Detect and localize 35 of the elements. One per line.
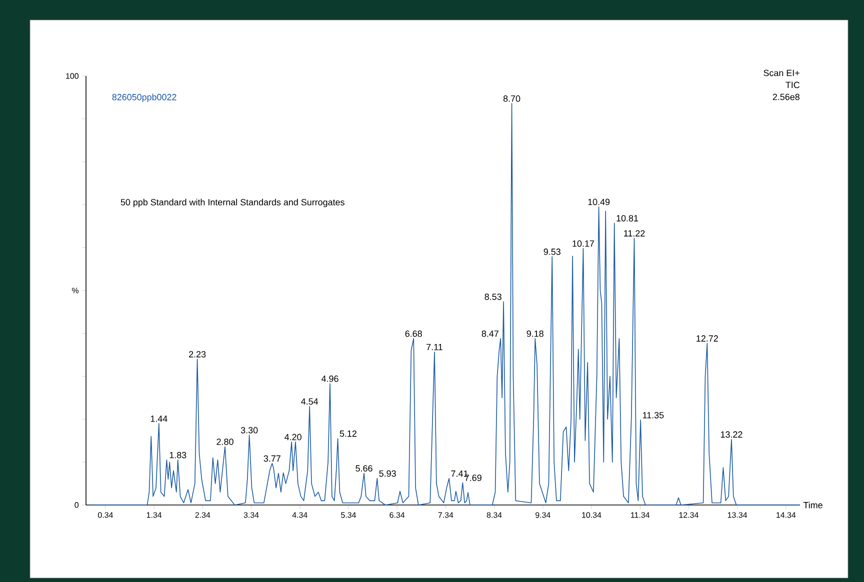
annotation: 5.66: [356, 465, 372, 472]
annotation: 12.72: [696, 335, 718, 342]
annotation: 5.93: [379, 470, 396, 477]
annotation: Scan EI+: [764, 70, 800, 76]
annotation: 10.49: [588, 198, 610, 206]
annotation: 7.69: [464, 474, 482, 481]
annotation: 3.77: [264, 455, 280, 462]
annotation: 11.35: [642, 412, 664, 418]
annotation: 8.47: [482, 330, 498, 337]
annotation: 1.83: [170, 452, 186, 458]
annotation: 9.53: [544, 248, 560, 255]
annotation: 7.41: [451, 470, 468, 477]
annotation: TIC: [786, 82, 800, 88]
line-series: [88, 103, 800, 506]
annotation: 4.20: [284, 434, 302, 440]
annotation: 4.54: [301, 398, 318, 405]
annotation: 8.70: [503, 95, 520, 102]
annotation: 3.30: [240, 427, 258, 434]
annotation: 13.22: [720, 431, 742, 438]
annotation: 11.22: [624, 230, 645, 236]
annotation: 9.18: [526, 330, 544, 337]
annotation: 5.12: [340, 430, 356, 437]
annotation: 1.44: [150, 416, 168, 422]
annotation: 7.11: [426, 344, 442, 350]
x-axis-title: Time: [803, 502, 822, 508]
annotation: 10.81: [616, 215, 638, 222]
annotation: 4.96: [321, 376, 338, 382]
annotation: 8.53: [484, 294, 502, 300]
text: 50 ppb Standard with Internal Standards and Surrogates: [120, 198, 344, 208]
annotation: 2.80: [216, 438, 234, 445]
annotation: 2.23: [189, 351, 206, 358]
text: 826050ppb0022: [112, 94, 176, 102]
annotation: 10.17: [572, 240, 594, 247]
annotation: 6.68: [405, 330, 422, 337]
annotation: 2.56e8: [772, 94, 800, 100]
